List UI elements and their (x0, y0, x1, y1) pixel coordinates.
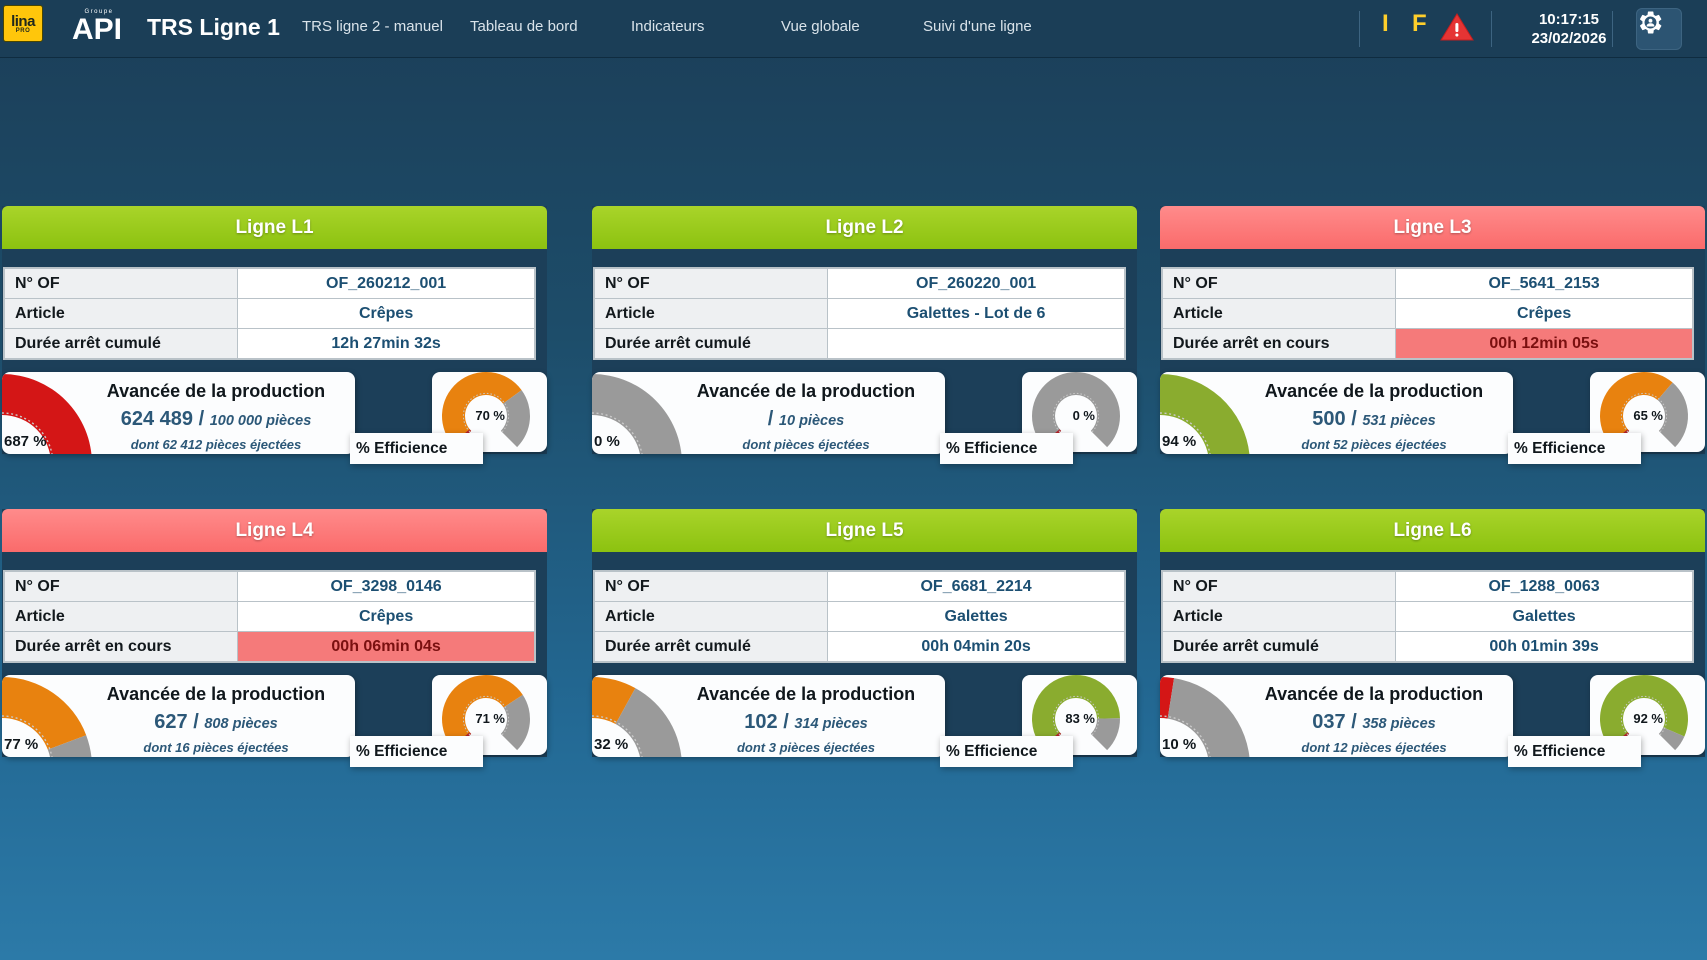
svg-text:API: API (72, 13, 122, 46)
